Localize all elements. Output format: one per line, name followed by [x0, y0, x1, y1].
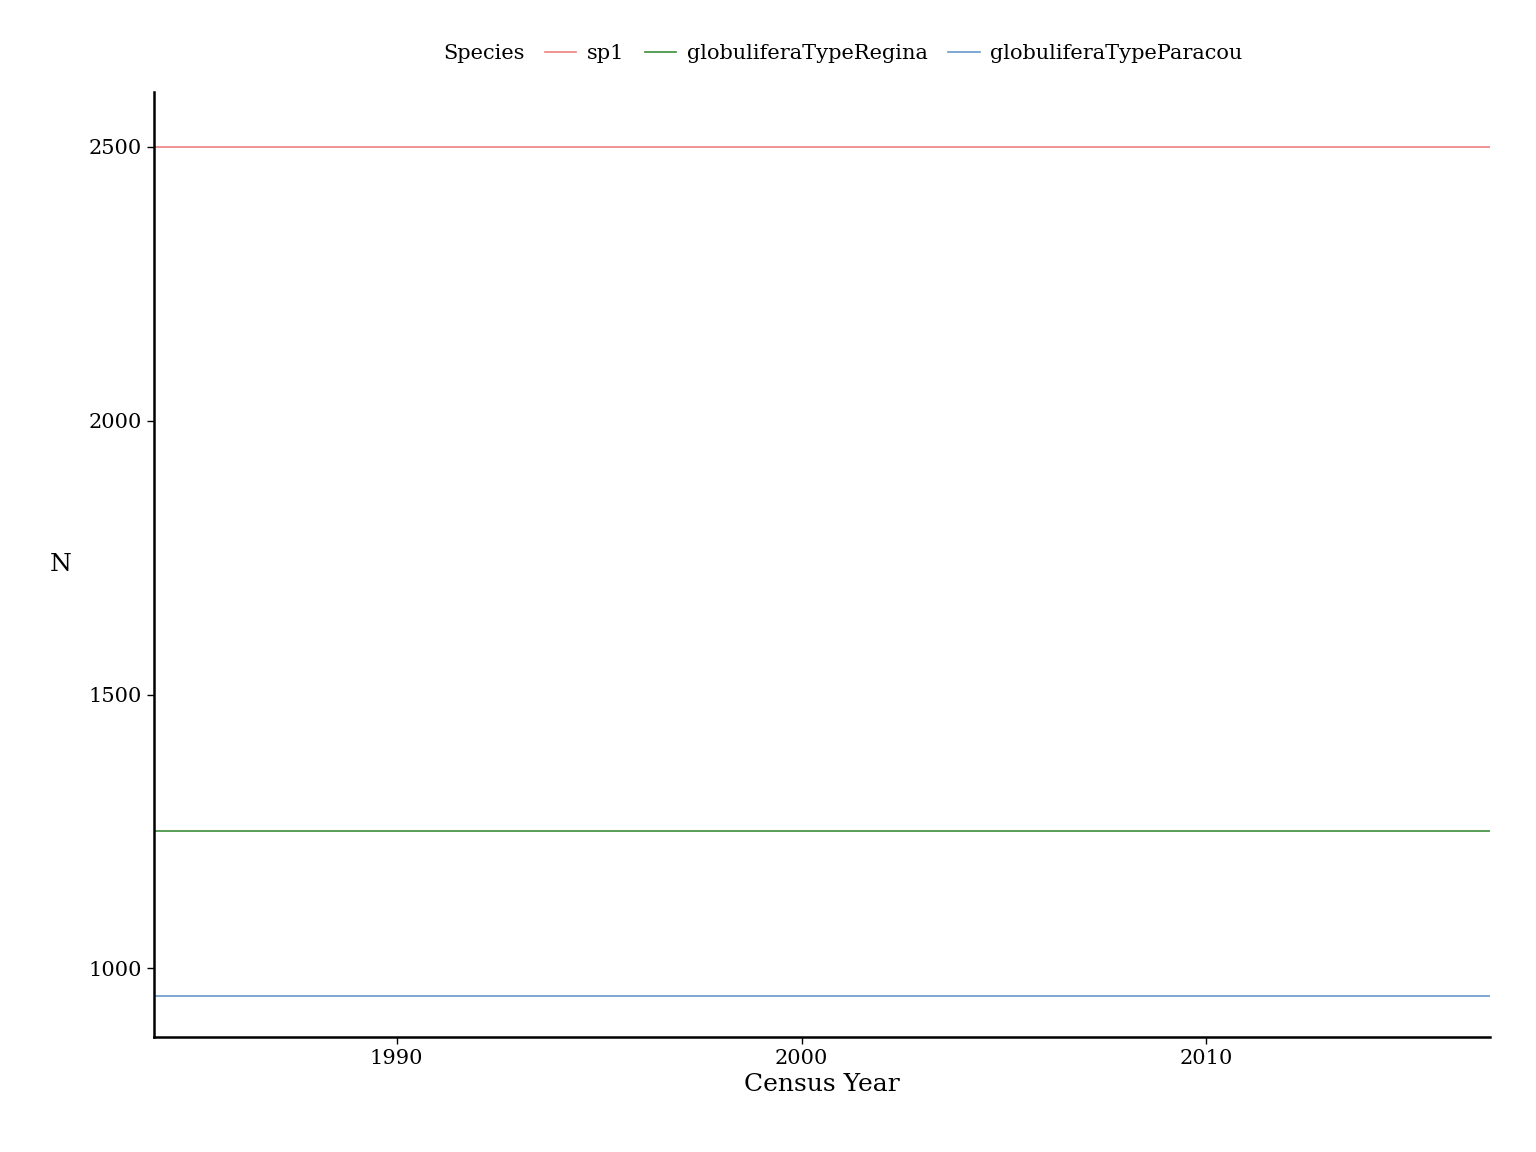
- X-axis label: Census Year: Census Year: [743, 1074, 900, 1097]
- Legend: Species, sp1, globuliferaTypeRegina, globuliferaTypeParacou: Species, sp1, globuliferaTypeRegina, glo…: [393, 36, 1250, 71]
- Y-axis label: N: N: [49, 553, 72, 576]
